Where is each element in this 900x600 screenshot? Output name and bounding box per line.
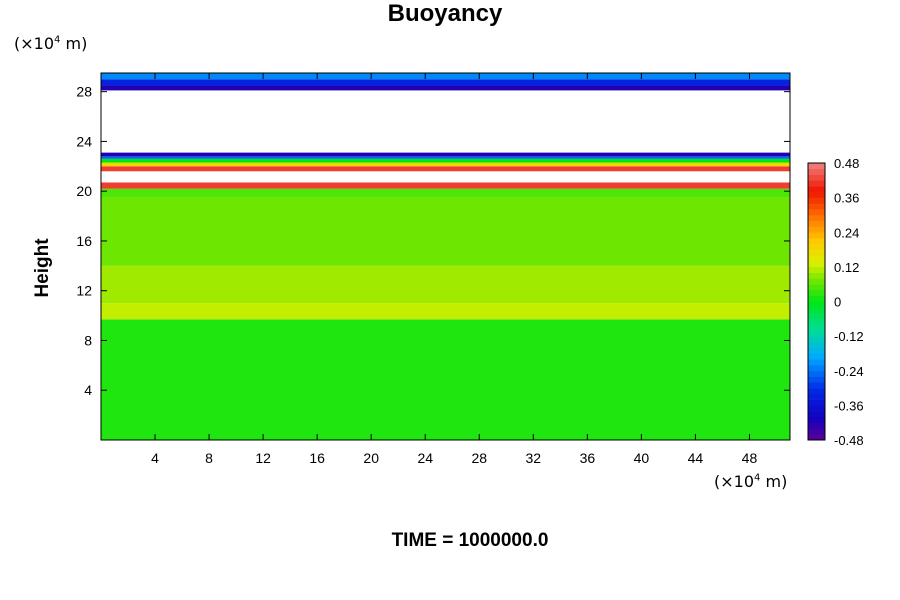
y-tick-label: 12	[76, 283, 92, 299]
colorbar-segment	[808, 197, 825, 204]
x-tick-label: 24	[417, 450, 433, 466]
colorbar-segment	[808, 289, 825, 297]
colorbar-segment	[808, 238, 825, 245]
colorbar-segment	[808, 249, 825, 256]
colorbar-segment	[808, 399, 825, 406]
colorbar-segment	[808, 243, 825, 250]
y-tick-label: 16	[76, 233, 92, 249]
colorbar-segment	[808, 220, 825, 227]
colorbar-tick-label: 0.48	[834, 156, 859, 171]
heatmap-band	[101, 73, 790, 80]
colorbar-segment	[808, 278, 825, 285]
colorbar-segment	[808, 382, 825, 389]
x-tick-label: 40	[634, 450, 650, 466]
colorbar-segment	[808, 180, 825, 187]
colorbar-segment	[808, 388, 825, 395]
colorbar-segment	[808, 168, 825, 175]
x-tick-label: 16	[309, 450, 325, 466]
colorbar-segment	[808, 318, 825, 325]
colorbar-segment	[808, 370, 825, 377]
colorbar-segment	[808, 341, 825, 348]
colorbar-segment	[808, 393, 825, 400]
heatmap-band	[101, 158, 790, 163]
x-tick-label: 20	[363, 450, 379, 466]
colorbar-segment	[808, 209, 825, 216]
y-tick-label: 24	[76, 133, 92, 149]
colorbar-segment	[808, 359, 825, 366]
colorbar-segment	[808, 330, 825, 337]
colorbar-segment	[808, 307, 825, 314]
colorbar-segment	[808, 214, 825, 222]
time-label: TIME = 1000000.0	[391, 530, 549, 551]
colorbar-tick-label: -0.12	[834, 329, 864, 344]
y-tick-label: 28	[76, 84, 92, 100]
y-unit-label: (×104 m)	[14, 34, 88, 53]
colorbar-tick-label: -0.24	[834, 364, 864, 379]
x-tick-label: 44	[688, 450, 704, 466]
colorbar-segment	[808, 416, 825, 423]
colorbar-tick-label: 0.36	[834, 191, 859, 206]
colorbar-segment	[808, 405, 825, 412]
colorbar-segment	[808, 347, 825, 354]
colorbar-segment	[808, 295, 825, 302]
colorbar-segment	[808, 186, 825, 193]
colorbar-tick-label: 0.24	[834, 225, 859, 240]
colorbar-segment	[808, 422, 825, 429]
colorbar-tick-label: 0.12	[834, 260, 859, 275]
y-tick-label: 20	[76, 183, 92, 199]
colorbar-tick-label: -0.48	[834, 433, 864, 448]
heatmap-band	[101, 197, 790, 266]
colorbar-segment	[808, 301, 825, 308]
heatmap-band	[101, 85, 790, 91]
y-tick-label: 8	[84, 332, 92, 348]
heatmap-band	[101, 79, 790, 86]
x-unit-label: (×104 m)	[714, 472, 788, 491]
colorbar-segment	[808, 255, 825, 262]
y-tick-label: 4	[84, 382, 92, 398]
colorbar-frame	[807, 162, 826, 441]
colorbar-segment	[808, 376, 825, 383]
colorbar-segment	[808, 313, 825, 320]
plot-frame	[100, 72, 791, 441]
colorbar-segment	[808, 226, 825, 233]
x-tick-label: 12	[255, 450, 271, 466]
x-tick-label: 4	[151, 450, 159, 466]
heatmap-band	[101, 152, 790, 157]
colorbar-segment	[808, 428, 825, 435]
chart-title: Buoyancy	[387, 0, 503, 27]
colorbar-tick-label: -0.36	[834, 398, 864, 413]
x-tick-label: 28	[471, 450, 487, 466]
heatmap-band	[101, 166, 790, 172]
heatmap-band	[101, 303, 790, 320]
heatmap-band	[101, 188, 790, 198]
colorbar-segment	[808, 163, 825, 170]
heatmap-band	[101, 182, 790, 189]
colorbar-segment	[808, 261, 825, 268]
colorbar-segment	[808, 324, 825, 331]
colorbar-segment	[808, 174, 825, 181]
colorbar-segment	[808, 232, 825, 239]
x-tick-label: 32	[526, 450, 542, 466]
x-tick-label: 48	[742, 450, 758, 466]
colorbar-segment	[808, 284, 825, 291]
colorbar-segment	[808, 191, 825, 198]
x-tick-label: 36	[580, 450, 596, 466]
colorbar-segment	[808, 266, 825, 273]
colorbar-segment	[808, 203, 825, 210]
colorbar-segment	[808, 336, 825, 343]
colorbar-segment	[808, 364, 825, 372]
heatmap-band	[101, 319, 790, 440]
heatmap-band	[101, 162, 790, 167]
colorbar-segment	[808, 411, 825, 418]
colorbar-segment	[808, 272, 825, 279]
x-tick-label: 8	[205, 450, 213, 466]
colorbar-segment	[808, 353, 825, 360]
heatmap-band	[101, 156, 790, 159]
colorbar-tick-label: 0	[834, 295, 841, 310]
heatmap-band	[101, 265, 790, 304]
colorbar-segment	[808, 434, 825, 441]
